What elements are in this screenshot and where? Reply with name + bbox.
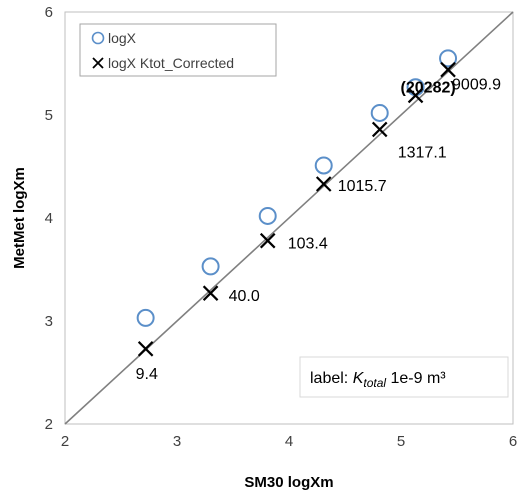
x-tick-label: 6 xyxy=(509,433,517,450)
y-tick-label: 4 xyxy=(45,210,53,227)
point-value-label: 9.4 xyxy=(136,366,158,383)
x-axis-title: SM30 logXm xyxy=(244,474,333,491)
annotation-text: label: Ktotal 1e-9 m³ xyxy=(310,370,446,390)
legend-label-ktot-corrected: logX Ktot_Corrected xyxy=(108,55,234,71)
logx-point xyxy=(201,257,220,276)
ktot-corrected-point xyxy=(371,121,388,138)
ktot-corrected-point xyxy=(259,232,276,249)
legend-box xyxy=(79,23,277,77)
annotation-subscript: total xyxy=(363,376,386,390)
ktot-corrected-point xyxy=(407,87,424,104)
y-tick-label: 5 xyxy=(45,107,53,124)
plot-area xyxy=(64,11,514,425)
data-points xyxy=(136,49,458,357)
ktot-corrected-point xyxy=(137,341,154,357)
plot-border xyxy=(64,11,514,425)
point-value-label: 9009.9 xyxy=(452,77,501,94)
legend-x-marker xyxy=(92,57,104,69)
y-tick-label: 3 xyxy=(45,313,53,330)
logx-point xyxy=(314,156,333,175)
x-tick-label: 5 xyxy=(397,433,405,450)
point-labels: 9.4 40.0 103.4 1015.7 1317.1 (20282)9009.9 xyxy=(136,77,501,383)
y-axis-title: MetMet logXm xyxy=(11,167,28,269)
ktot-corrected-point xyxy=(315,176,332,192)
ktot-corrected-point xyxy=(202,285,219,301)
annotation-prefix: label: xyxy=(310,370,353,387)
legend: logX logX Ktot_Corrected xyxy=(79,23,277,77)
logx-point xyxy=(136,308,155,327)
annotation-box: label: Ktotal 1e-9 m³ xyxy=(299,356,509,398)
logx-point xyxy=(370,103,389,122)
logx-point xyxy=(439,49,458,68)
legend-circle-marker xyxy=(91,31,105,45)
point-value-label: 1015.7 xyxy=(338,178,387,195)
point-value-label: 1317.1 xyxy=(398,144,447,161)
logx-point xyxy=(258,206,277,225)
ktot-corrected-point xyxy=(440,61,456,78)
annotation-suffix: 1e-9 m³ xyxy=(386,370,446,387)
point-value-label: 103.4 xyxy=(288,236,328,253)
annotation-symbol: K xyxy=(353,370,365,387)
x-tick-label: 2 xyxy=(61,433,69,450)
y-tick-label: 6 xyxy=(45,4,53,21)
x-tick-label: 4 xyxy=(285,433,293,450)
y-tick-label: 2 xyxy=(45,416,53,433)
tick-labels: 2 3 4 5 6 2 3 4 5 6 xyxy=(45,4,518,450)
annotation-frame xyxy=(299,356,509,398)
legend-label-logx: logX xyxy=(108,30,137,46)
x-tick-label: 3 xyxy=(173,433,181,450)
point-value-label: 40.0 xyxy=(229,288,260,305)
point-value-label: (20282) xyxy=(401,79,456,96)
